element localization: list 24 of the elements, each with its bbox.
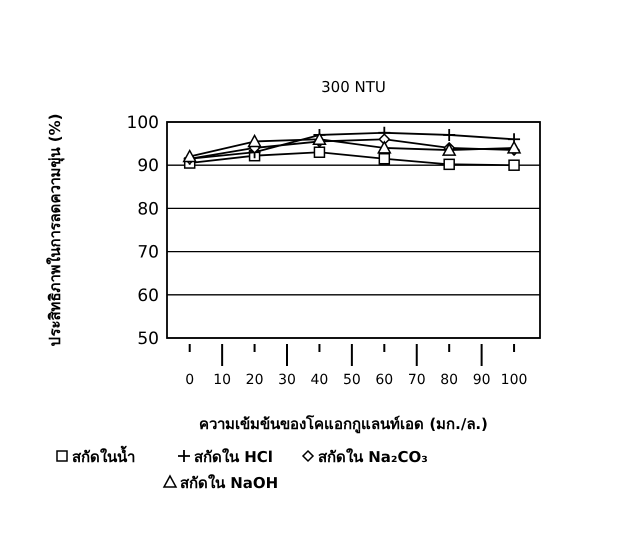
y-tick-label: 90	[137, 156, 159, 176]
x-tick-label: 40	[310, 372, 328, 388]
x-tick-label: 10	[213, 372, 232, 388]
legend-label: สกัดใน HCl	[194, 448, 273, 466]
y-tick-label: 100	[126, 113, 159, 133]
x-tick-label: 20	[246, 372, 264, 388]
legend-label: สกัดใน NaOH	[180, 474, 278, 492]
y-tick-label: 60	[137, 286, 159, 306]
y-axis-title: ประสิทธิภาพในการลดความขุ่น (%)	[46, 114, 65, 346]
x-tick-label: 100	[500, 372, 528, 388]
x-tick-label: 90	[472, 372, 491, 388]
y-tick-label: 70	[137, 242, 159, 263]
x-tick-label: 70	[408, 372, 426, 388]
x-tick-label: 30	[278, 372, 296, 388]
x-tick-label: 50	[342, 372, 361, 388]
x-tick-label: 60	[375, 372, 394, 388]
x-tick-label: 0	[185, 372, 194, 388]
y-tick-label: 50	[137, 329, 159, 349]
x-tick-label: 80	[440, 372, 458, 388]
x-axis-title: ความเข้มข้นของโคแอกกูแลนท์เอด (มก./ล.)	[199, 414, 488, 434]
legend-label: สกัดใน Na₂CO₃	[318, 448, 428, 466]
y-tick-label: 80	[137, 199, 159, 220]
legend-label: สกัดในน้ำ	[72, 445, 135, 466]
chart-title: 300 NTU	[321, 78, 386, 96]
